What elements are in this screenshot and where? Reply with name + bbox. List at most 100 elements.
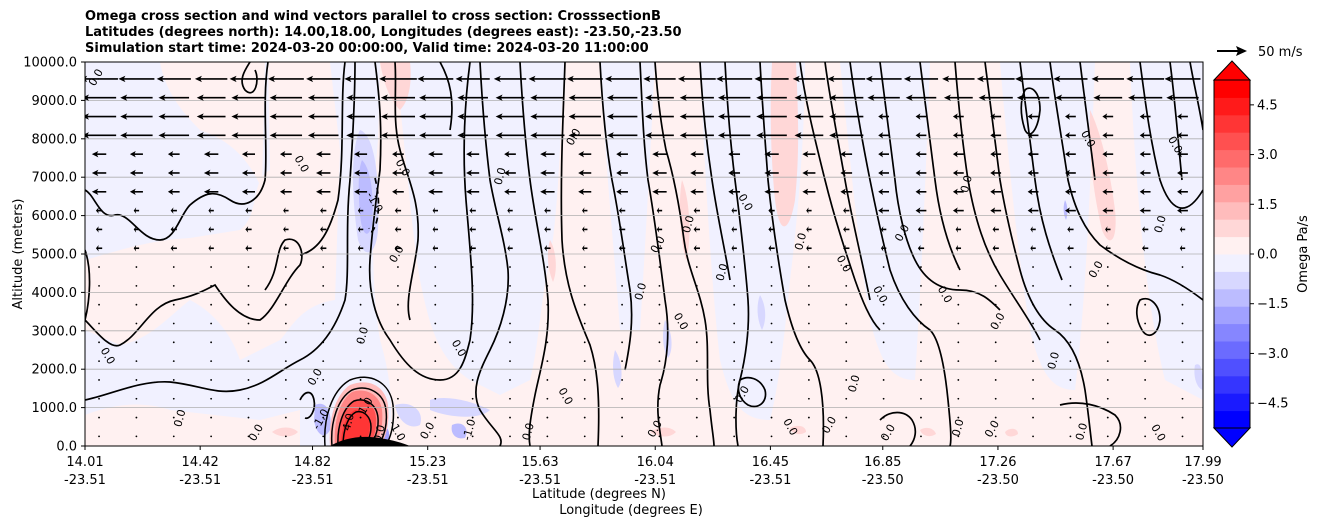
wind-vector <box>158 94 190 101</box>
colorbar-segment <box>1214 97 1250 116</box>
wind-vector <box>546 397 549 400</box>
wind-vector <box>509 303 511 306</box>
wind-vector <box>770 435 773 438</box>
wind-vector <box>432 226 438 233</box>
colorbar-segment <box>1214 323 1250 342</box>
wind-vector <box>322 379 325 381</box>
wind-vector <box>156 75 191 83</box>
wind-vector <box>170 226 177 233</box>
wind-vector <box>434 397 437 400</box>
wind-vector <box>882 266 885 268</box>
wind-vector <box>379 75 417 83</box>
chart-title-line-3: Simulation start time: 2024-03-20 00:00:… <box>85 41 649 56</box>
contour-label: 0.0 <box>632 281 649 301</box>
y-tick-label: 10000.0 <box>23 56 77 71</box>
wind-vector <box>91 188 107 195</box>
chart-title-line-1: Omega cross section and wind vectors par… <box>85 9 661 24</box>
wind-vector <box>920 322 922 325</box>
wind-vector <box>1065 169 1076 177</box>
y-tick-label: 6000.0 <box>32 209 78 224</box>
wind-vector <box>882 379 885 381</box>
wind-vector <box>695 266 698 268</box>
wind-vector <box>952 132 964 139</box>
wind-vector <box>247 266 250 268</box>
wind-vector <box>546 266 549 268</box>
wind-vector <box>135 379 138 381</box>
wind-vector <box>621 435 623 438</box>
wind-vector <box>495 132 525 139</box>
contour-label: 4.0 <box>340 412 357 432</box>
wind-vector <box>320 245 327 252</box>
wind-vector <box>794 132 824 139</box>
x-tick-label-lon: -23.51 <box>749 473 791 488</box>
wind-vector <box>920 360 922 363</box>
wind-vector <box>1069 322 1072 325</box>
wind-vector <box>392 169 404 177</box>
wind-vector <box>91 150 107 158</box>
wind-vector <box>1032 341 1034 344</box>
wind-vector <box>695 435 698 438</box>
contour-label: 0.0 <box>371 423 388 443</box>
wind-vector <box>658 341 661 344</box>
wind-vector <box>1141 245 1149 252</box>
wind-vector <box>135 397 138 400</box>
contour-label: 0.0 <box>1073 422 1090 442</box>
wind-vector <box>1032 416 1034 419</box>
wind-vector <box>380 113 416 120</box>
x-tick-label-lat: 15.23 <box>409 455 446 470</box>
wind-vector <box>210 360 213 363</box>
wind-vector <box>695 341 698 344</box>
wind-vector <box>1027 132 1039 139</box>
wind-vector <box>210 397 213 400</box>
wind-vector <box>1139 113 1151 120</box>
wind-vector <box>1106 360 1109 363</box>
wind-vector <box>957 303 960 306</box>
wind-vector <box>1053 75 1088 83</box>
wind-vector <box>284 303 287 306</box>
wind-vector <box>471 360 474 363</box>
wind-vector <box>920 435 922 438</box>
wind-vector <box>85 94 117 101</box>
wind-vector <box>992 226 999 233</box>
wind-vector <box>1106 397 1109 400</box>
wind-vector <box>806 207 812 214</box>
wind-vector <box>546 322 549 325</box>
colorbar-segment <box>1214 219 1250 238</box>
wind-vector <box>1055 94 1086 101</box>
wind-vector <box>843 245 850 252</box>
wind-vector <box>98 284 100 287</box>
wind-vector <box>509 266 511 268</box>
wind-vector <box>658 397 661 400</box>
wind-vector <box>1069 416 1072 419</box>
wind-vector <box>582 245 588 252</box>
contour-label: 0.0 <box>846 374 863 394</box>
y-tick-label: 8000.0 <box>32 132 78 147</box>
wind-vector <box>1032 379 1034 381</box>
wind-vector <box>728 188 741 195</box>
wind-vector <box>621 284 623 287</box>
wind-vector <box>1139 150 1151 158</box>
wind-vector <box>1181 397 1184 400</box>
wind-vector <box>768 207 775 214</box>
wind-vector <box>990 207 1002 214</box>
wind-vector <box>618 245 626 252</box>
wind-vector <box>530 113 565 120</box>
colorbar-tick-label: 0.0 <box>1257 248 1278 263</box>
wind-vector <box>1177 113 1188 120</box>
wind-vector <box>469 226 476 233</box>
wind-vector <box>546 416 549 419</box>
wind-vector <box>357 226 364 233</box>
wind-vector <box>957 379 960 381</box>
wind-vector <box>764 169 779 177</box>
wind-vector <box>583 360 586 363</box>
wind-vector <box>135 303 138 306</box>
wind-vector <box>320 207 327 214</box>
wind-vector <box>1069 303 1072 306</box>
wind-vector <box>845 416 848 419</box>
wind-vector <box>695 303 698 306</box>
colorbar-segment <box>1214 184 1250 203</box>
wind-vector <box>920 397 922 400</box>
y-tick-label: 9000.0 <box>32 94 78 109</box>
y-tick-label: 4000.0 <box>32 286 78 301</box>
wind-vector <box>98 379 100 381</box>
